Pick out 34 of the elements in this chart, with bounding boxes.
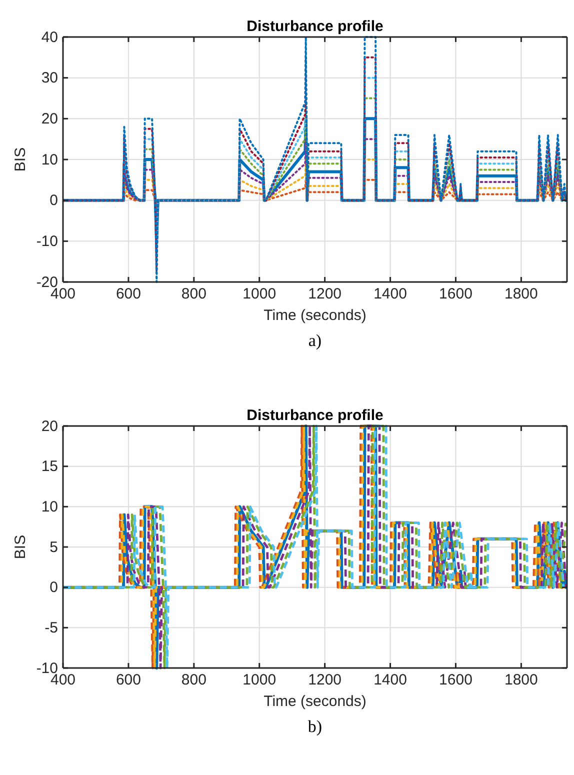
x-tick-label: 600 — [116, 286, 141, 303]
y-axis-title: BIS — [12, 147, 29, 172]
x-tick-label: 1000 — [242, 286, 276, 303]
x-tick-label: 1000 — [242, 672, 276, 689]
x-tick-label: 1400 — [374, 672, 407, 689]
x-tick-label: 800 — [181, 672, 206, 689]
x-tick-label: 1200 — [308, 672, 342, 689]
x-axis-title: Time (seconds) — [264, 307, 366, 324]
chart-title: Disturbance profile — [246, 407, 384, 424]
x-tick-label: 600 — [116, 672, 141, 689]
y-tick-label: 15 — [41, 458, 58, 476]
text: a) — [308, 331, 322, 350]
x-tick-label: 1200 — [308, 286, 342, 303]
text: b) — [308, 717, 322, 736]
x-tick-label: 1800 — [504, 672, 538, 689]
y-tick-label: 0 — [50, 192, 58, 210]
y-tick-label: 20 — [41, 418, 58, 435]
x-tick-label: 800 — [181, 286, 206, 303]
y-tick-label: 30 — [41, 70, 58, 87]
y-tick-label: 10 — [41, 498, 58, 516]
y-tick-label: 20 — [41, 110, 58, 128]
x-tick-label: 1600 — [439, 672, 472, 689]
y-tick-label: 10 — [41, 151, 58, 168]
chart-title: Disturbance profile — [246, 18, 384, 35]
y-tick-label: 40 — [41, 28, 58, 46]
y-tick-label: 5 — [50, 538, 58, 556]
y-tick-label: -5 — [44, 619, 58, 636]
x-tick-label: 1400 — [374, 286, 407, 303]
y-tick-label: -10 — [36, 232, 58, 250]
x-tick-label: 1800 — [504, 286, 538, 303]
y-tick-label: 0 — [50, 579, 58, 596]
x-tick-label: 1600 — [439, 286, 472, 303]
x-axis-title: Time (seconds) — [264, 693, 366, 710]
y-axis-title: BIS — [12, 534, 29, 560]
